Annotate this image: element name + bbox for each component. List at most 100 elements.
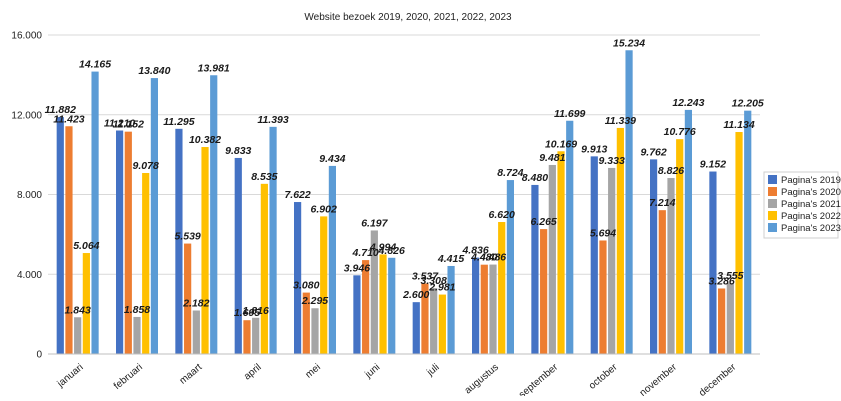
legend-entry: Pagina's 2022 bbox=[781, 211, 841, 222]
x-tick-label: december bbox=[697, 361, 739, 396]
y-tick-label: 4.000 bbox=[17, 270, 42, 281]
data-label: 13.840 bbox=[138, 65, 170, 77]
bar bbox=[56, 117, 64, 354]
bar bbox=[726, 283, 734, 354]
data-label: 9.762 bbox=[640, 146, 666, 158]
bar bbox=[370, 230, 378, 354]
legend-swatch bbox=[768, 199, 777, 208]
bar bbox=[328, 165, 336, 354]
bar bbox=[362, 260, 370, 354]
bar bbox=[684, 109, 692, 355]
data-label: 5.694 bbox=[590, 227, 616, 239]
data-label: 11.210 bbox=[104, 118, 135, 130]
data-label: 9.152 bbox=[700, 159, 726, 171]
bar bbox=[430, 288, 438, 354]
data-label: 10.382 bbox=[189, 134, 221, 146]
bar bbox=[201, 147, 209, 354]
x-tick-label: juni bbox=[362, 362, 382, 381]
bar bbox=[412, 302, 420, 354]
data-label: 1.695 bbox=[234, 307, 260, 319]
data-label: 3.308 bbox=[421, 275, 447, 287]
bar bbox=[133, 316, 141, 354]
bar bbox=[252, 317, 260, 354]
bar bbox=[658, 210, 666, 354]
bar bbox=[489, 264, 497, 354]
bar bbox=[531, 184, 539, 354]
legend-swatch bbox=[768, 211, 777, 220]
bar bbox=[74, 317, 82, 354]
data-label: 11.295 bbox=[163, 116, 194, 128]
bar bbox=[709, 171, 717, 354]
data-label: 2.182 bbox=[182, 297, 209, 309]
bar bbox=[302, 292, 310, 354]
bar bbox=[667, 178, 675, 354]
data-label: 9.333 bbox=[599, 155, 625, 167]
bar bbox=[590, 156, 598, 354]
x-tick-label: mei bbox=[304, 362, 323, 381]
legend-entry: Pagina's 2020 bbox=[781, 187, 841, 198]
bar bbox=[150, 78, 158, 354]
data-label: 3.555 bbox=[717, 270, 743, 282]
x-tick-label: october bbox=[587, 361, 620, 391]
data-label: 5.064 bbox=[73, 240, 99, 252]
bar bbox=[650, 159, 658, 354]
data-label: 10.169 bbox=[545, 138, 577, 150]
data-label: 4.836 bbox=[461, 245, 488, 257]
x-tick-label: januari bbox=[55, 362, 86, 390]
legend-swatch bbox=[768, 223, 777, 232]
bar bbox=[599, 240, 607, 354]
data-label: 1.816 bbox=[243, 305, 269, 317]
bar bbox=[480, 264, 488, 354]
bar bbox=[82, 253, 90, 354]
gridlines bbox=[48, 34, 760, 355]
data-label: 11.699 bbox=[554, 108, 585, 120]
data-label: 9.078 bbox=[133, 160, 159, 172]
data-label: 13.981 bbox=[198, 62, 230, 74]
data-label: 12.243 bbox=[672, 97, 704, 109]
bar bbox=[269, 126, 277, 354]
data-label: 8.724 bbox=[497, 167, 523, 179]
data-label: 9.913 bbox=[581, 143, 607, 155]
data-label: 6.620 bbox=[489, 209, 515, 221]
bar bbox=[192, 310, 200, 354]
x-tick-label: april bbox=[242, 362, 264, 383]
bar bbox=[379, 254, 387, 354]
data-label: 11.882 bbox=[45, 104, 76, 116]
data-label: 11.393 bbox=[257, 114, 288, 126]
data-label: 1.858 bbox=[124, 304, 150, 316]
data-label: 8.480 bbox=[522, 172, 548, 184]
data-label: 9.434 bbox=[319, 153, 345, 165]
bar bbox=[116, 130, 124, 354]
bar bbox=[388, 257, 396, 354]
bar bbox=[447, 265, 455, 354]
data-label: 4.994 bbox=[369, 241, 396, 253]
data-label: 8.826 bbox=[658, 165, 684, 177]
bar bbox=[548, 164, 556, 354]
bars bbox=[56, 50, 752, 355]
chart-title: Website bezoek 2019, 2020, 2021, 2022, 2… bbox=[304, 12, 512, 23]
bar bbox=[421, 283, 429, 354]
data-label: 11.423 bbox=[53, 113, 84, 125]
x-tick-label: augustus bbox=[463, 362, 501, 396]
data-label: 4.486 bbox=[479, 252, 506, 264]
data-label: 2.981 bbox=[428, 282, 455, 294]
bar bbox=[184, 243, 192, 354]
bar bbox=[735, 132, 743, 354]
data-label: 4.480 bbox=[470, 252, 497, 264]
bar bbox=[557, 151, 565, 354]
data-label: 12.205 bbox=[732, 98, 764, 110]
bar bbox=[175, 128, 183, 354]
bar bbox=[234, 157, 242, 354]
bar bbox=[294, 202, 302, 354]
data-label: 6.902 bbox=[311, 203, 337, 215]
bar bbox=[472, 257, 480, 354]
y-tick-label: 8.000 bbox=[17, 190, 42, 201]
legend-entry: Pagina's 2023 bbox=[781, 223, 841, 234]
x-tick-label: maart bbox=[178, 362, 205, 387]
data-label: 4.826 bbox=[378, 245, 405, 257]
bar bbox=[506, 180, 514, 354]
legend-swatch bbox=[768, 175, 777, 184]
legend-swatch bbox=[768, 187, 777, 196]
